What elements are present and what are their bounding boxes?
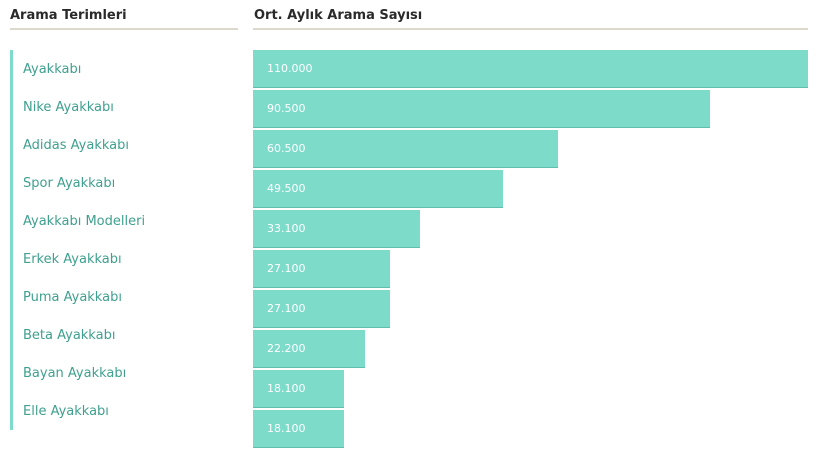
volume-header: Ort. Aylık Arama Sayısı [254,8,423,23]
term-item: Ayakkabı [10,50,210,88]
bar-value-label: 90.500 [267,102,306,115]
bar: 27.100 [253,250,390,288]
bar-value-label: 33.100 [267,222,306,235]
term-item: Puma Ayakkabı [10,278,210,316]
term-item: Adidas Ayakkabı [10,126,210,164]
bar: 60.500 [253,130,558,168]
term-item: Ayakkabı Modelleri [10,202,210,240]
term-item: Erkek Ayakkabı [10,240,210,278]
term-item: Beta Ayakkabı [10,316,210,354]
bar: 90.500 [253,90,710,128]
bar: 33.100 [253,210,420,248]
bar-value-label: 18.100 [267,382,306,395]
bar: 27.100 [253,290,390,328]
bar-value-label: 18.100 [267,422,306,435]
term-item: Spor Ayakkabı [10,164,210,202]
search-volume-bar-chart: 110.000 90.500 60.500 49.500 33.100 27.100 27.… [253,50,808,450]
bar-value-label: 60.500 [267,142,306,155]
bar: 18.100 [253,410,344,448]
term-item: Elle Ayakkabı [10,392,210,430]
bar: 22.200 [253,330,365,368]
volume-header-rule [253,28,808,30]
bar: 49.500 [253,170,503,208]
term-item: Bayan Ayakkabı [10,354,210,392]
bar-value-label: 49.500 [267,182,306,195]
bar-value-label: 110.000 [267,62,313,75]
bar-value-label: 22.200 [267,342,306,355]
bar-value-label: 27.100 [267,302,306,315]
bar: 110.000 [253,50,808,88]
search-terms-list: Ayakkabı Nike Ayakkabı Adidas Ayakkabı S… [10,50,210,430]
terms-header: Arama Terimleri [10,8,127,23]
terms-header-rule [10,28,238,30]
bar-value-label: 27.100 [267,262,306,275]
bar: 18.100 [253,370,344,408]
term-item: Nike Ayakkabı [10,88,210,126]
